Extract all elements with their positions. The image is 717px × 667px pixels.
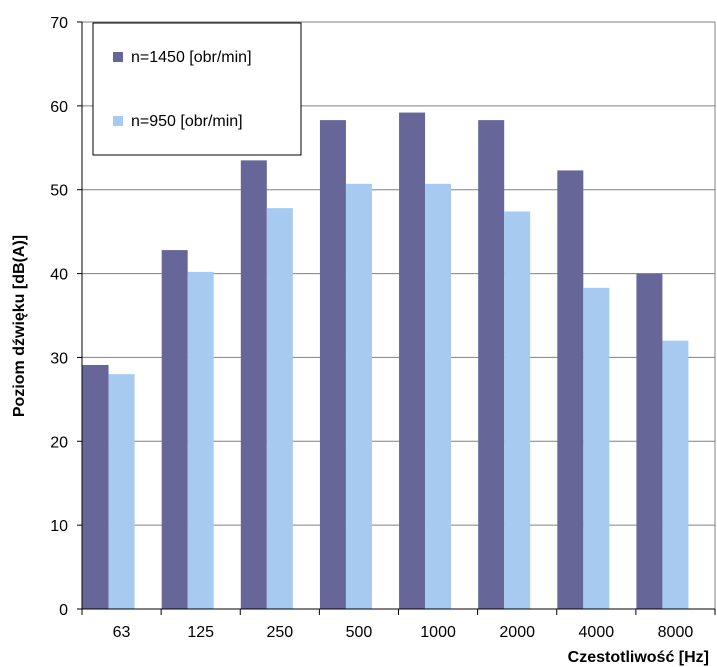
bar-n950-250	[266, 208, 293, 610]
bar-n1450-63	[82, 364, 109, 609]
bar-n950-63	[108, 374, 135, 609]
bar-n1450-8000	[636, 273, 663, 609]
bar-n1450-500	[319, 120, 346, 609]
bar-n950-2000	[504, 211, 531, 609]
y-tick-label: 50	[50, 183, 68, 200]
x-tick-label: 8000	[658, 624, 694, 641]
x-tick-label: 500	[346, 624, 373, 641]
y-axis-title: Poziom dźwięku [dB(A)]	[11, 235, 28, 417]
legend-label-n1450: n=1450 [obr/min]	[131, 49, 252, 66]
legend-label-n950: n=950 [obr/min]	[131, 113, 243, 130]
legend-swatch-n950	[113, 116, 123, 126]
bar-n1450-2000	[478, 120, 505, 609]
bar-n950-8000	[662, 340, 689, 609]
legend-box	[92, 22, 302, 156]
axes	[77, 21, 716, 615]
y-tick-label: 20	[50, 434, 68, 451]
x-tick-label: 250	[266, 624, 293, 641]
x-tick-label: 2000	[499, 624, 535, 641]
x-tick-label: 63	[113, 624, 131, 641]
x-tick-label: 1000	[420, 624, 456, 641]
bar-n950-125	[187, 271, 214, 609]
y-tick-label: 10	[50, 518, 68, 535]
bar-n950-4000	[583, 287, 610, 609]
x-tick-label: 4000	[579, 624, 615, 641]
x-tick-label: 125	[187, 624, 214, 641]
tick-labels: 0 10 20 30 40 50 60 70 63 125 250 500 1000 2000 4000 80…	[50, 15, 693, 641]
bar-n950-500	[345, 183, 372, 609]
y-tick-label: 0	[59, 602, 68, 619]
bar-n1450-125	[161, 250, 188, 609]
legend-swatch-n1450	[113, 52, 123, 62]
legend: n=1450 [obr/min] n=950 [obr/min]	[92, 22, 302, 156]
bars	[82, 112, 689, 610]
y-tick-label: 30	[50, 350, 68, 367]
bar-n1450-4000	[557, 170, 584, 610]
y-tick-label: 60	[50, 99, 68, 116]
y-tick-label: 70	[50, 15, 68, 32]
y-tick-label: 40	[50, 267, 68, 284]
bar-n1450-1000	[399, 112, 426, 610]
bar-n950-1000	[425, 183, 452, 609]
bar-n1450-250	[240, 160, 267, 609]
x-axis-title: Czestotliwość [Hz]	[568, 649, 709, 666]
